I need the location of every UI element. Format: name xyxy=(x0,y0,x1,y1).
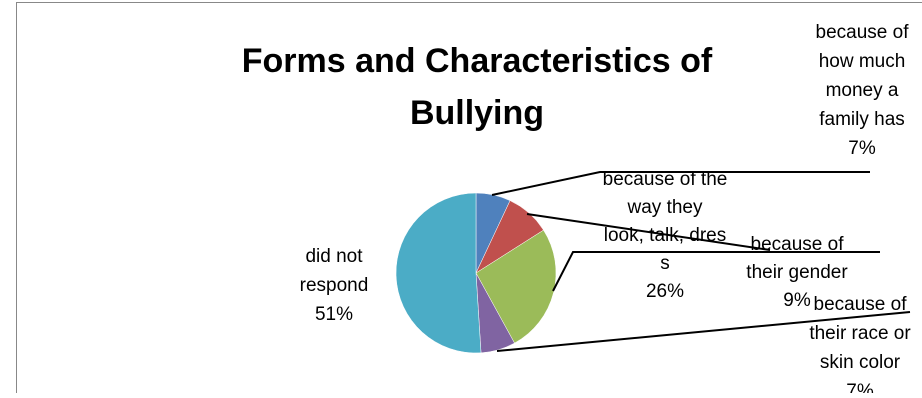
slice-label-4-line-2: 51% xyxy=(315,304,353,325)
slice-label-2-line-3: s xyxy=(660,253,670,274)
slice-label-3-line-2: skin color xyxy=(820,352,901,373)
slice-label-3-line-1: their race or xyxy=(809,323,911,344)
slice-label-0-line-4: 7% xyxy=(848,138,876,159)
slice-label-2-line-0: because of the xyxy=(603,169,728,190)
slice-label-3-line-3: 7% xyxy=(846,381,874,393)
slice-label-1-line-2: 9% xyxy=(783,290,811,311)
slice-label-3-line-0: because of xyxy=(814,294,908,315)
slice-label-2-line-2: look, talk, dres xyxy=(604,225,727,246)
slice-label-4-line-0: did not xyxy=(305,246,363,267)
chart-title-line-1: Forms and Characteristics of xyxy=(242,42,713,80)
slice-label-4-line-1: respond xyxy=(300,275,369,296)
pie-slices xyxy=(396,193,556,353)
slice-label-1-line-1: their gender xyxy=(746,262,848,283)
slice-label-0-line-3: family has xyxy=(819,109,905,130)
slice-label-2-line-4: 26% xyxy=(646,281,684,302)
slice-label-1-line-0: because of xyxy=(751,234,845,255)
slice-label-0-line-2: money a xyxy=(826,80,899,101)
slice-label-0-line-1: how much xyxy=(819,51,906,72)
slice-label-2-line-1: way they xyxy=(627,197,703,218)
slice-label-0-line-0: because of xyxy=(816,22,910,43)
chart-title-line-2: Bullying xyxy=(410,94,544,132)
